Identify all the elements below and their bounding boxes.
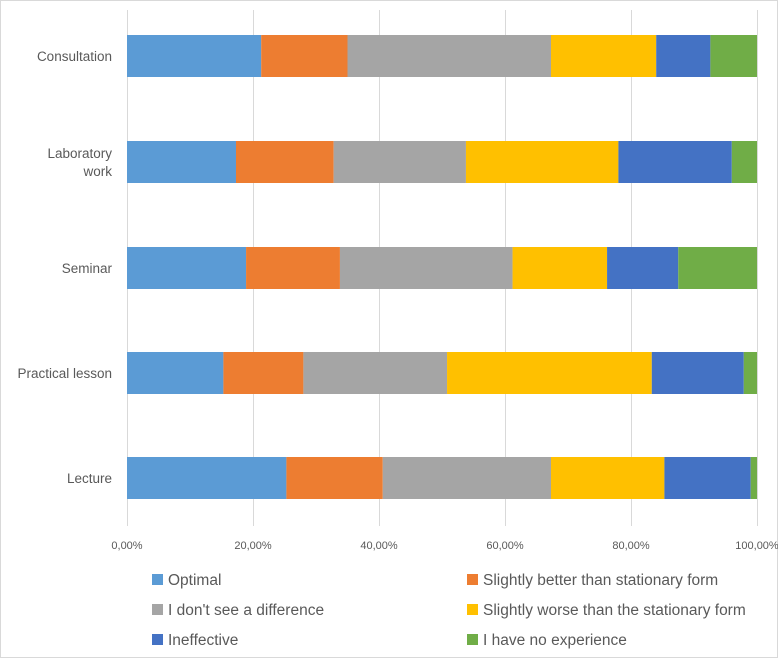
legend-label: Slightly worse than the stationary form	[483, 602, 746, 619]
bar-segment	[550, 35, 657, 77]
legend-swatch	[152, 574, 163, 585]
legend-label: Optimal	[168, 572, 221, 589]
legend-swatch	[152, 634, 163, 645]
x-tick-label: 100,00%	[735, 540, 778, 552]
x-tick-label: 20,00%	[234, 540, 272, 552]
legend-label: Slightly better than stationary form	[483, 572, 718, 589]
bar-segment	[127, 247, 247, 289]
bar-segment	[246, 247, 340, 289]
bar-segment	[607, 247, 679, 289]
legend-swatch	[152, 604, 163, 615]
category-label: Practical lesson	[17, 366, 112, 381]
bar-segment	[651, 352, 744, 394]
x-axis-ticks: 0,00% 20,00% 40,00% 60,00% 80,00% 100,00%	[111, 540, 778, 552]
x-tick-label: 60,00%	[486, 540, 524, 552]
bar-segment	[127, 141, 236, 183]
bar-segment	[656, 35, 711, 77]
bar-segment	[347, 35, 551, 77]
bar-segment	[223, 352, 304, 394]
bar-segment	[261, 35, 348, 77]
bar-segment	[750, 457, 757, 499]
legend-label: I don't see a difference	[168, 602, 324, 619]
legend-swatch	[467, 634, 478, 645]
category-label: Lecture	[67, 471, 112, 486]
bar-segment	[710, 35, 757, 77]
bar-segment	[235, 141, 334, 183]
bar-segment	[678, 247, 757, 289]
x-tick-label: 40,00%	[360, 540, 398, 552]
bar-segment	[465, 141, 619, 183]
legend: Optimal Slightly better than stationary f…	[152, 572, 746, 649]
category-labels: Consultation Laboratory work Seminar Practic…	[17, 49, 112, 486]
bar-segment	[382, 457, 551, 499]
legend-label: Ineffective	[168, 632, 238, 649]
bar-segment	[286, 457, 383, 499]
x-tick-label: 80,00%	[612, 540, 650, 552]
category-label: Seminar	[62, 261, 113, 276]
x-tick-label: 0,00%	[111, 540, 142, 552]
bar-segment	[127, 352, 224, 394]
bar-segment	[512, 247, 608, 289]
bar-segment	[447, 352, 652, 394]
category-label: Laboratory	[47, 146, 112, 161]
bar-segment	[127, 35, 262, 77]
category-label: work	[82, 164, 112, 179]
bar-segment	[550, 457, 665, 499]
legend-label: I have no experience	[483, 632, 627, 649]
legend-swatch	[467, 574, 478, 585]
bars	[127, 35, 757, 499]
bar-segment	[664, 457, 751, 499]
category-label: Consultation	[37, 49, 112, 64]
bar-segment	[303, 352, 448, 394]
bar-segment	[731, 141, 757, 183]
bar-segment	[743, 352, 757, 394]
bar-segment	[333, 141, 466, 183]
bar-segment	[127, 457, 287, 499]
legend-swatch	[467, 604, 478, 615]
bar-segment	[618, 141, 732, 183]
bar-segment	[339, 247, 513, 289]
